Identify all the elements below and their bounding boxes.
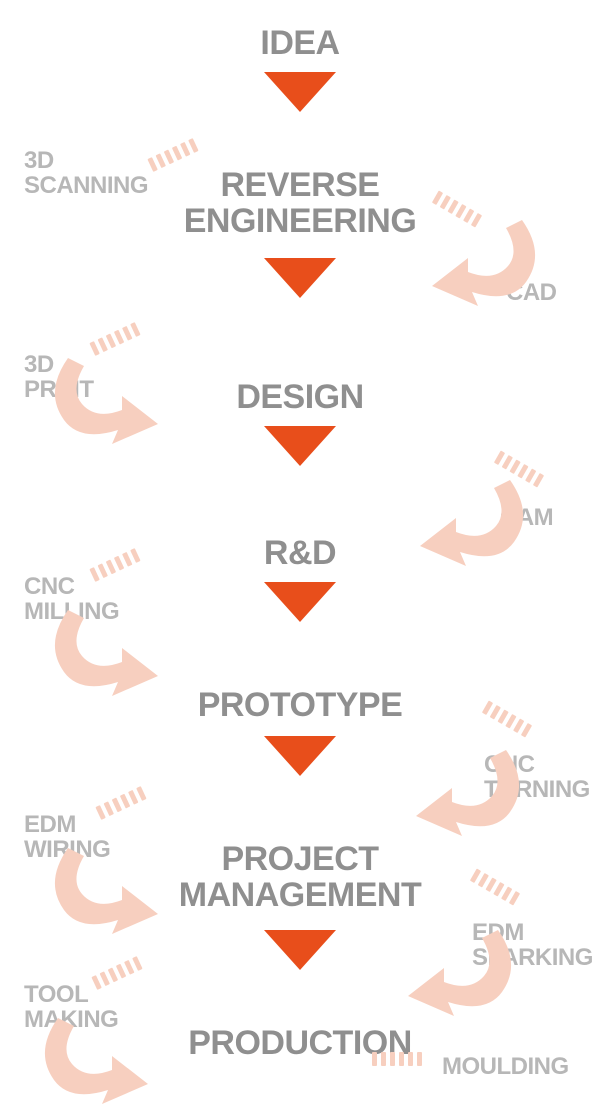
- dash-marks-icon: [482, 700, 532, 737]
- down-triangle-icon: [264, 72, 336, 112]
- curve-arrow-icon: [40, 600, 160, 705]
- stage-label-4: PROTOTYPE: [198, 688, 403, 724]
- down-triangle-icon: [264, 426, 336, 466]
- stage-label-0: IDEA: [260, 26, 339, 62]
- dash-marks-icon: [95, 786, 146, 820]
- curve-arrow-icon: [430, 210, 550, 315]
- side-label-9: MOULDING: [442, 1054, 569, 1079]
- stage-label-3: R&D: [264, 536, 336, 572]
- stage-label-5: PROJECT MANAGEMENT: [179, 842, 421, 913]
- curve-arrow-icon: [40, 838, 160, 943]
- curve-arrow-icon: [418, 470, 538, 575]
- stage-label-1: REVERSE ENGINEERING: [184, 168, 417, 239]
- curve-arrow-icon: [40, 348, 160, 453]
- down-triangle-icon: [264, 736, 336, 776]
- down-triangle-icon: [264, 930, 336, 970]
- dash-marks-icon: [147, 138, 198, 172]
- curve-arrow-icon: [406, 920, 526, 1025]
- stage-label-2: DESIGN: [236, 380, 363, 416]
- side-label-0: 3D SCANNING: [24, 148, 148, 198]
- dash-marks-icon: [470, 868, 520, 905]
- dash-marks-icon: [372, 1052, 422, 1066]
- down-triangle-icon: [264, 258, 336, 298]
- curve-arrow-icon: [414, 740, 534, 845]
- down-triangle-icon: [264, 582, 336, 622]
- curve-arrow-icon: [30, 1008, 150, 1113]
